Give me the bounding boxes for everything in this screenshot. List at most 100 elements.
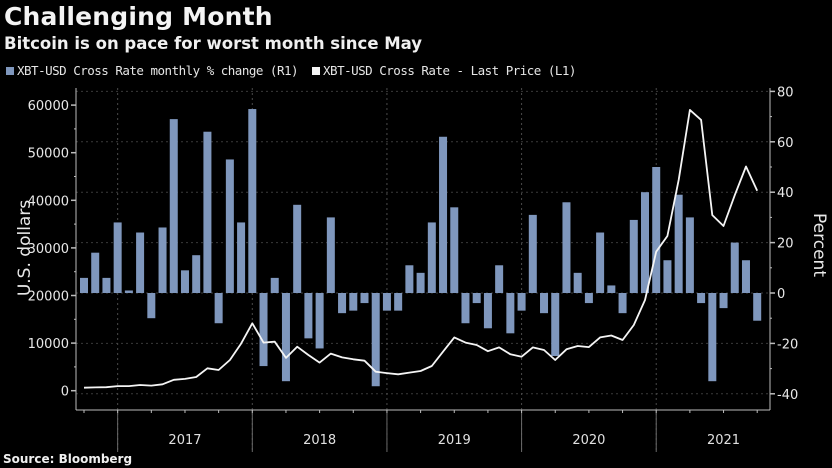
- bar-nov-2019: [506, 293, 515, 334]
- bar-mar-2018: [281, 293, 290, 382]
- right-tick-label: 60: [777, 136, 794, 151]
- year-label-2020: 2020: [572, 433, 605, 448]
- bar-feb-2018: [270, 277, 279, 293]
- bar-mar-2017: [147, 293, 156, 319]
- line-series: [83, 109, 759, 389]
- right-tick-label: -40: [777, 388, 798, 403]
- bar-may-2018: [304, 293, 313, 339]
- right-axis-ticks: -40 -20 0 20 40 60 80: [770, 85, 798, 403]
- bar-oct-2019: [495, 265, 504, 293]
- bar-jul-2018: [326, 217, 335, 293]
- bar-aug-2021: [741, 260, 750, 293]
- right-axis-title: Percent: [809, 213, 829, 277]
- left-tick-label: 20000: [28, 290, 69, 305]
- bar-series: [80, 109, 762, 387]
- bar-dec-2018: [382, 293, 391, 311]
- legend-item-pct-change: XBT-USD Cross Rate monthly % change (R1): [6, 63, 299, 78]
- bar-apr-2020: [562, 202, 571, 293]
- bar-may-2017: [169, 119, 178, 294]
- left-tick-label: 40000: [28, 194, 69, 209]
- right-tick-label: 80: [777, 85, 794, 100]
- bar-mar-2020: [551, 293, 560, 356]
- left-tick-label: 50000: [28, 147, 69, 162]
- bar-may-2020: [573, 272, 582, 293]
- bar-aug-2019: [472, 293, 481, 304]
- year-label-2017: 2017: [168, 433, 201, 448]
- year-label-2019: 2019: [438, 433, 471, 448]
- bar-apr-2018: [293, 204, 302, 293]
- bar-aug-2020: [607, 285, 616, 293]
- bar-aug-2018: [338, 293, 347, 314]
- chart-subtitle: Bitcoin is on pace for worst month since…: [4, 34, 423, 53]
- bar-sep-2017: [214, 293, 223, 324]
- bar-oct-2018: [360, 293, 369, 304]
- left-tick-label: 30000: [28, 242, 69, 257]
- bar-dec-2017: [248, 109, 257, 293]
- left-axis-title: U.S. dollars: [15, 200, 35, 296]
- bar-sep-2019: [483, 293, 492, 329]
- bar-oct-2017: [225, 159, 234, 293]
- legend-swatch-line-icon: [312, 66, 321, 75]
- bar-apr-2019: [427, 222, 436, 293]
- bar-dec-2020: [652, 167, 661, 293]
- bar-apr-2017: [158, 227, 167, 293]
- bar-nov-2017: [237, 222, 246, 293]
- legend-label-last-price: XBT-USD Cross Rate - Last Price (L1): [323, 63, 576, 78]
- bar-jul-2020: [596, 232, 605, 293]
- bar-jul-2021: [730, 242, 739, 293]
- bar-jan-2020: [528, 214, 537, 293]
- bar-feb-2019: [405, 265, 414, 293]
- bar-mar-2021: [685, 217, 694, 293]
- bar-jun-2021: [719, 293, 728, 309]
- right-tick-label: 40: [777, 186, 794, 201]
- bar-dec-2016: [113, 222, 122, 293]
- legend: XBT-USD Cross Rate monthly % change (R1)…: [6, 63, 576, 78]
- bar-sep-2018: [349, 293, 358, 311]
- bar-oct-2016: [91, 252, 100, 293]
- bar-may-2021: [708, 293, 717, 382]
- bar-dec-2019: [517, 293, 526, 311]
- axes: [75, 88, 771, 413]
- bar-feb-2021: [674, 194, 683, 293]
- bar-may-2019: [439, 136, 448, 293]
- right-tick-label: -20: [777, 337, 798, 352]
- bar-jan-2021: [663, 260, 672, 293]
- legend-item-last-price: XBT-USD Cross Rate - Last Price (L1): [312, 63, 576, 78]
- bar-sep-2021: [753, 293, 762, 321]
- bar-jan-2017: [124, 290, 133, 293]
- bar-jan-2018: [259, 293, 268, 367]
- bar-mar-2019: [416, 272, 425, 293]
- bar-nov-2016: [102, 277, 111, 293]
- bar-jun-2020: [584, 293, 593, 304]
- grid-lines: [76, 90, 770, 395]
- chart-title: Challenging Month: [4, 2, 273, 31]
- source-note: Source: Bloomberg: [3, 452, 133, 466]
- bar-aug-2017: [203, 131, 212, 293]
- left-tick-label: 10000: [28, 337, 69, 352]
- bar-sep-2016: [80, 277, 88, 293]
- bar-nov-2018: [371, 293, 380, 387]
- bar-jun-2018: [315, 293, 324, 349]
- year-label-2018: 2018: [303, 433, 336, 448]
- bar-jul-2019: [461, 293, 470, 324]
- bar-sep-2020: [618, 293, 627, 314]
- left-tick-label: 60000: [28, 99, 69, 114]
- legend-swatch-bar-icon: [6, 66, 14, 75]
- left-axis-ticks: 0 10000 20000 30000 40000 50000 60000: [28, 99, 76, 400]
- right-tick-label: 0: [777, 287, 785, 302]
- bar-jun-2019: [450, 207, 459, 293]
- year-label-2021: 2021: [707, 433, 740, 448]
- left-tick-label: 0: [61, 385, 69, 400]
- bar-jan-2019: [394, 293, 403, 311]
- bar-jun-2017: [180, 270, 189, 293]
- bar-jul-2017: [192, 255, 201, 293]
- right-tick-label: 20: [777, 237, 794, 252]
- bar-feb-2017: [136, 232, 145, 293]
- bar-oct-2020: [629, 219, 638, 293]
- year-labels: 2017 2018 2019 2020 2021: [168, 433, 740, 448]
- bar-feb-2020: [540, 293, 549, 314]
- legend-label-pct-change: XBT-USD Cross Rate monthly % change (R1): [17, 63, 299, 78]
- bar-apr-2021: [697, 293, 706, 304]
- bar-nov-2020: [641, 192, 649, 293]
